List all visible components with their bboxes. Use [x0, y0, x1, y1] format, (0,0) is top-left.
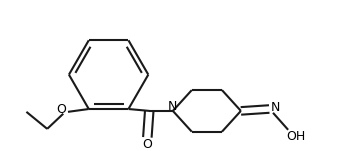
- Text: N: N: [271, 101, 281, 114]
- Text: O: O: [143, 138, 152, 151]
- Text: OH: OH: [286, 130, 305, 143]
- Text: N: N: [168, 100, 178, 113]
- Text: O: O: [56, 103, 66, 116]
